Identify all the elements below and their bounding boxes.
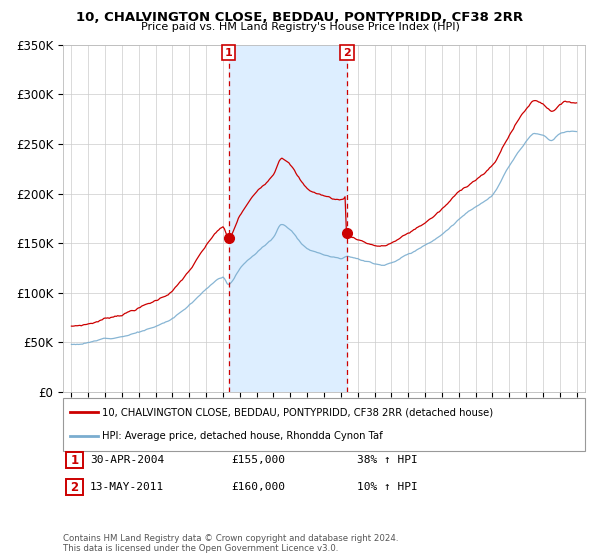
Text: 13-MAY-2011: 13-MAY-2011 [90,482,164,492]
Text: 2: 2 [343,48,351,58]
Text: HPI: Average price, detached house, Rhondda Cynon Taf: HPI: Average price, detached house, Rhon… [102,431,383,441]
Text: Contains HM Land Registry data © Crown copyright and database right 2024.
This d: Contains HM Land Registry data © Crown c… [63,534,398,553]
Text: 30-APR-2004: 30-APR-2004 [90,455,164,465]
Text: 2: 2 [70,480,79,494]
Text: 10, CHALVINGTON CLOSE, BEDDAU, PONTYPRIDD, CF38 2RR: 10, CHALVINGTON CLOSE, BEDDAU, PONTYPRID… [76,11,524,24]
Bar [229,45,347,392]
Text: £160,000: £160,000 [231,482,285,492]
Text: £155,000: £155,000 [231,455,285,465]
Text: 1: 1 [70,454,79,467]
Text: 10, CHALVINGTON CLOSE, BEDDAU, PONTYPRIDD, CF38 2RR (detached house): 10, CHALVINGTON CLOSE, BEDDAU, PONTYPRID… [102,408,493,418]
Text: 1: 1 [224,48,232,58]
Text: 10% ↑ HPI: 10% ↑ HPI [357,482,418,492]
Text: Price paid vs. HM Land Registry's House Price Index (HPI): Price paid vs. HM Land Registry's House … [140,22,460,32]
Text: 38% ↑ HPI: 38% ↑ HPI [357,455,418,465]
